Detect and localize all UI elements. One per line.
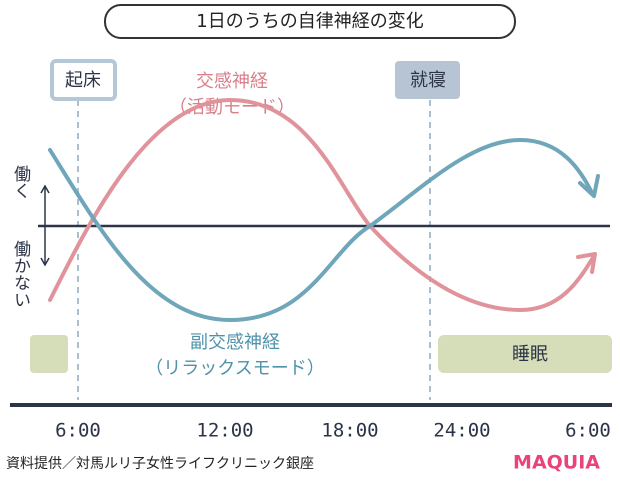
- sympathetic-arrow: [576, 252, 597, 274]
- time-label: 18:00: [321, 420, 378, 442]
- parasympathetic-curve: [48, 137, 595, 323]
- sleep-bar-left: [30, 335, 68, 373]
- parasympathetic-arrow: [578, 174, 600, 198]
- time-label: 12:00: [196, 420, 253, 442]
- arrow-heads: [40, 184, 50, 267]
- time-label: 24:00: [433, 420, 490, 442]
- source: 資料提供／対馬ルリ子女性ライフクリニック銀座: [6, 455, 314, 472]
- title-box: [104, 4, 516, 39]
- sleep-box: [395, 61, 460, 99]
- sympathetic-name: 交感神経: [196, 71, 268, 92]
- inactive-label: 働かない: [10, 240, 31, 308]
- sleep-bar-right: [438, 335, 612, 373]
- wake-label: 起床: [65, 70, 101, 91]
- brand: MAQUIA: [513, 452, 600, 474]
- sleep-time-label: 就寝: [410, 70, 446, 91]
- wake-box: [50, 59, 117, 101]
- time-label: 6:00: [55, 420, 101, 442]
- parasympathetic-mode: （リラックスモード）: [145, 358, 324, 379]
- sleep-label: 睡眠: [512, 344, 548, 365]
- sympathetic-curve: [48, 97, 596, 313]
- active-label: 働く: [10, 165, 31, 199]
- time-label: 6:00: [565, 420, 611, 442]
- parasympathetic-name: 副交感神経: [190, 332, 280, 353]
- sympathetic-mode: （活動モード）: [169, 97, 295, 118]
- title: 1日のうちの自律神経の変化: [196, 11, 423, 32]
